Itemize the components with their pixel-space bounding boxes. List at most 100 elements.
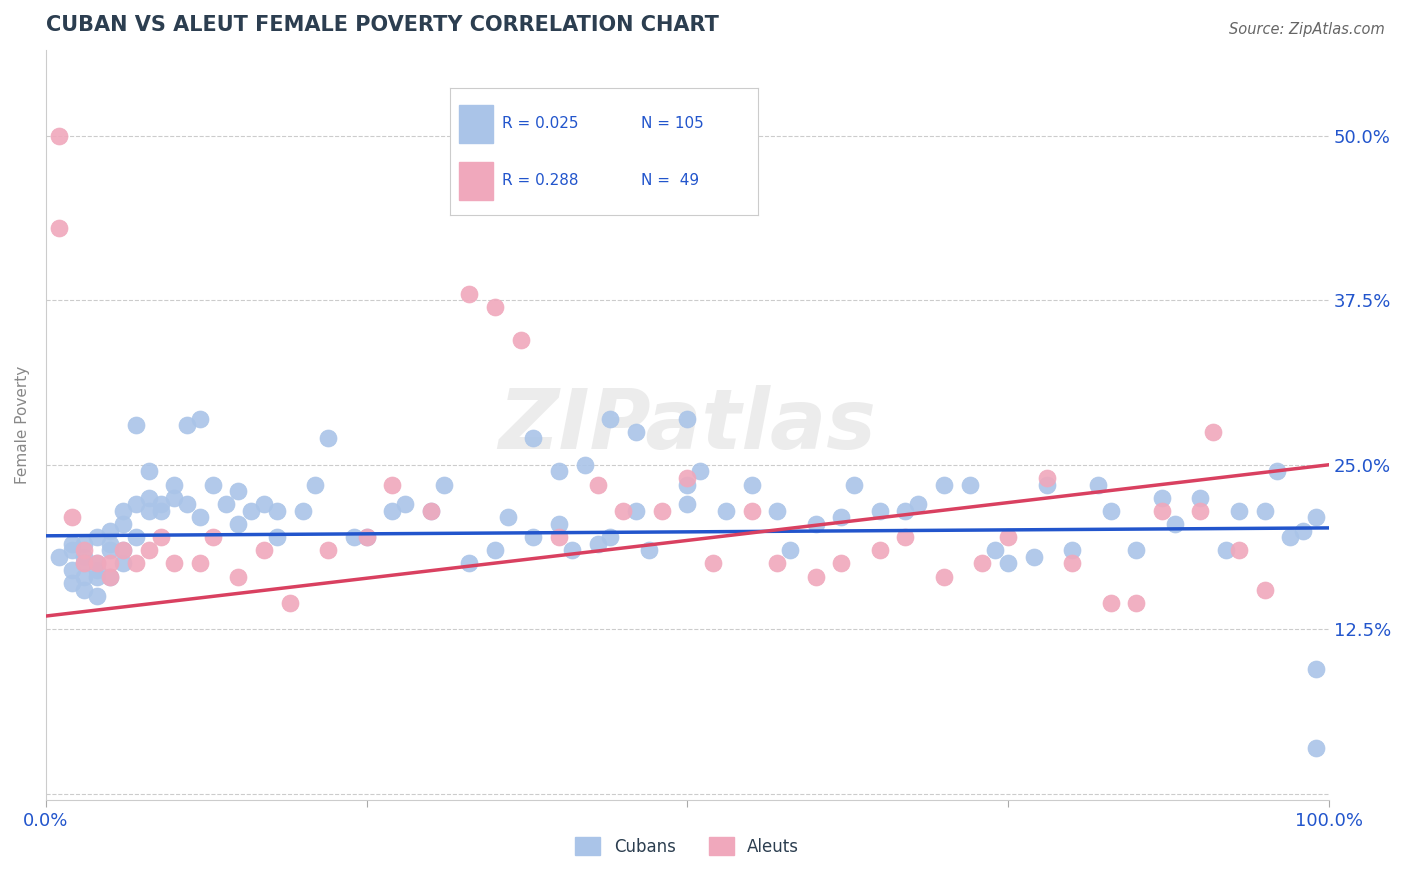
Point: [484, 543, 506, 558]
Point: [356, 530, 378, 544]
Point: [1215, 543, 1237, 558]
Point: [266, 530, 288, 544]
Point: [1267, 464, 1289, 478]
Point: [86, 557, 108, 571]
Point: [1035, 477, 1057, 491]
Point: [150, 497, 173, 511]
Point: [419, 504, 441, 518]
Point: [842, 477, 865, 491]
Point: [381, 504, 404, 518]
Point: [188, 557, 211, 571]
Point: [586, 477, 609, 491]
Point: [73, 537, 96, 551]
Point: [125, 418, 148, 433]
Point: [86, 590, 108, 604]
Point: [188, 411, 211, 425]
Point: [612, 504, 634, 518]
Point: [86, 563, 108, 577]
Point: [356, 530, 378, 544]
Point: [1305, 740, 1327, 755]
Point: [1087, 477, 1109, 491]
Point: [766, 504, 789, 518]
Point: [1202, 425, 1225, 439]
Point: [228, 569, 250, 583]
Point: [1099, 504, 1122, 518]
Point: [830, 510, 852, 524]
Point: [1035, 471, 1057, 485]
Point: [1227, 504, 1250, 518]
Point: [228, 516, 250, 531]
Point: [676, 471, 699, 485]
Point: [830, 557, 852, 571]
Point: [228, 484, 250, 499]
Point: [651, 504, 673, 518]
Point: [984, 543, 1007, 558]
Point: [291, 504, 314, 518]
Point: [176, 497, 198, 511]
Text: ZIPatlas: ZIPatlas: [499, 384, 876, 466]
Point: [894, 504, 917, 518]
Point: [98, 537, 121, 551]
Point: [1150, 491, 1173, 505]
Point: [60, 563, 83, 577]
Point: [176, 418, 198, 433]
Point: [188, 510, 211, 524]
Point: [138, 464, 160, 478]
Point: [548, 530, 571, 544]
Point: [561, 543, 583, 558]
Text: Source: ZipAtlas.com: Source: ZipAtlas.com: [1229, 22, 1385, 37]
Point: [73, 557, 96, 571]
Point: [741, 504, 763, 518]
Point: [125, 497, 148, 511]
Point: [624, 504, 647, 518]
Point: [48, 128, 70, 143]
Point: [48, 549, 70, 564]
Point: [278, 596, 301, 610]
Point: [741, 477, 763, 491]
Point: [1279, 530, 1302, 544]
Text: CUBAN VS ALEUT FEMALE POVERTY CORRELATION CHART: CUBAN VS ALEUT FEMALE POVERTY CORRELATIO…: [46, 15, 718, 35]
Point: [201, 530, 224, 544]
Point: [316, 543, 339, 558]
Point: [1305, 510, 1327, 524]
Legend: Cubans, Aleuts: Cubans, Aleuts: [575, 838, 799, 855]
Point: [804, 569, 827, 583]
Point: [496, 510, 519, 524]
Point: [98, 569, 121, 583]
Point: [60, 543, 83, 558]
Point: [869, 504, 891, 518]
Point: [150, 530, 173, 544]
Point: [343, 530, 366, 544]
Point: [98, 524, 121, 538]
Point: [111, 516, 134, 531]
Point: [60, 537, 83, 551]
Point: [1253, 504, 1275, 518]
Point: [932, 477, 955, 491]
Point: [894, 530, 917, 544]
Point: [458, 557, 481, 571]
Point: [676, 497, 699, 511]
Point: [98, 557, 121, 571]
Point: [1099, 596, 1122, 610]
Point: [138, 504, 160, 518]
Point: [907, 497, 929, 511]
Point: [98, 543, 121, 558]
Point: [714, 504, 737, 518]
Point: [1253, 582, 1275, 597]
Point: [433, 477, 456, 491]
Point: [304, 477, 326, 491]
Point: [138, 491, 160, 505]
Point: [60, 576, 83, 591]
Point: [548, 464, 571, 478]
Point: [997, 557, 1019, 571]
Point: [676, 411, 699, 425]
Point: [972, 557, 994, 571]
Point: [997, 530, 1019, 544]
Point: [1189, 491, 1212, 505]
Point: [111, 504, 134, 518]
Point: [1150, 504, 1173, 518]
Point: [766, 557, 789, 571]
Point: [624, 425, 647, 439]
Point: [599, 411, 621, 425]
Point: [702, 557, 724, 571]
